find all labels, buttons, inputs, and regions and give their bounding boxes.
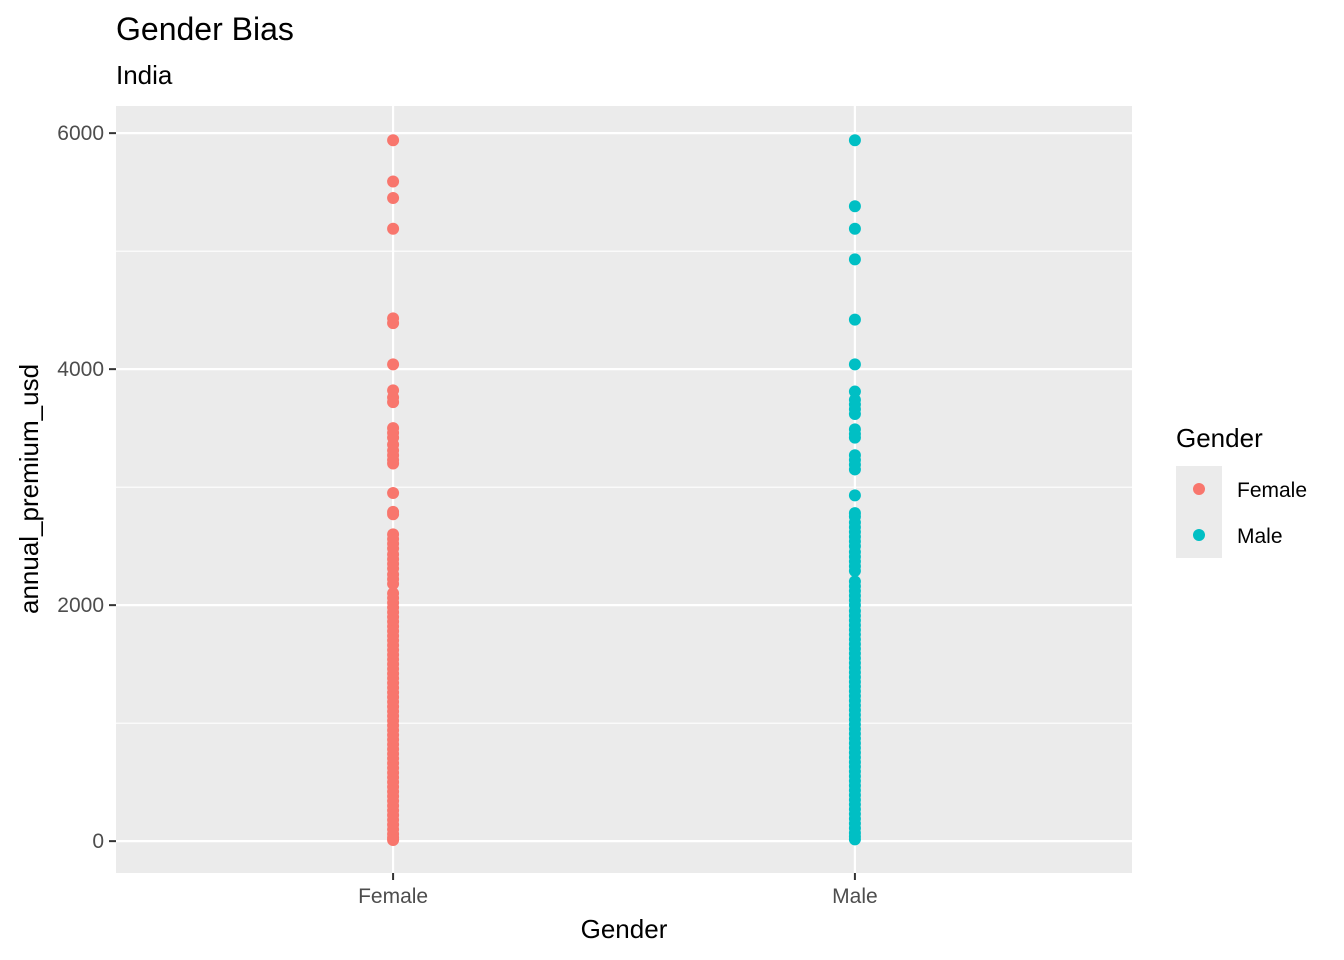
data-point [387,134,400,147]
data-point [387,222,400,235]
data-point [848,200,861,213]
data-point [387,577,400,590]
series-female-points [387,134,400,846]
legend-label-male: Male [1237,525,1283,548]
legend-key-male-icon [1193,529,1205,541]
data-point [848,407,861,420]
data-point [848,489,861,502]
data-point [848,222,861,235]
data-point [387,487,400,500]
y-tick-label: 2000 [57,594,104,617]
data-point [848,385,861,398]
data-point [387,457,400,470]
chart-title: Gender Bias [116,11,294,47]
y-tick-label: 0 [92,830,104,853]
y-axis-title: annual_premium_usd [14,364,44,614]
chart-subtitle: India [116,60,173,90]
legend: Gender Female Male [1176,423,1307,558]
data-point [848,313,861,326]
data-point [387,508,400,521]
data-point [848,253,861,266]
minor-gridlines [116,250,1132,724]
data-point [848,833,861,846]
legend-title: Gender [1176,423,1263,453]
y-tick-label: 4000 [57,358,104,381]
data-point [848,431,861,444]
data-point [387,396,400,409]
y-tick-label: 6000 [57,122,104,145]
data-point [387,317,400,330]
plot-panel [116,106,1132,873]
data-point [848,358,861,371]
data-point [387,833,400,846]
data-point [387,175,400,188]
legend-label-female: Female [1237,479,1307,502]
data-point [848,134,861,147]
data-point [848,463,861,476]
legend-key-female-icon [1193,483,1205,495]
data-point [387,192,400,205]
y-axis: 0 2000 4000 6000 [57,122,116,853]
series-male-points [848,134,861,846]
x-tick-label: Female [358,885,428,908]
data-point [387,358,400,371]
x-tick-label: Male [832,885,878,908]
x-axis-title: Gender [581,914,668,944]
data-point [848,564,861,577]
x-axis: Female Male [358,873,878,908]
